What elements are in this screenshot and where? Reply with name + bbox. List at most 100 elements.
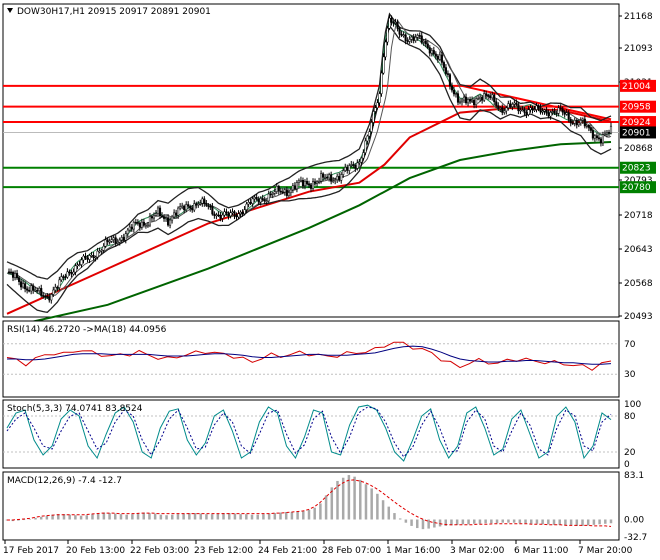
candle-body — [126, 229, 129, 234]
price-tick-label: 20493 — [624, 312, 653, 322]
candle-body — [408, 39, 411, 42]
collapse-triangle-icon[interactable] — [7, 8, 13, 13]
price-tick-label: 21168 — [624, 12, 653, 22]
candle-body — [209, 205, 212, 208]
candle-body — [571, 122, 574, 125]
bollinger-upper-band — [6, 12, 612, 280]
candle-body — [517, 104, 520, 112]
candle-body — [158, 207, 162, 217]
candle-body — [152, 215, 156, 219]
candle-body — [392, 22, 395, 24]
candle-body — [354, 165, 357, 169]
time-tick-label: 23 Feb 12:00 — [194, 546, 253, 556]
candle-body — [519, 109, 522, 112]
price-panel-frame — [2, 3, 620, 318]
current-price-label: 20901 — [622, 128, 651, 138]
candle-body — [138, 222, 141, 228]
candle-body — [334, 179, 337, 182]
candle-body — [531, 107, 534, 111]
price-level-badge — [620, 79, 656, 92]
candle-body — [422, 40, 425, 43]
candle-body — [581, 118, 584, 121]
price-panel: 2116821093210312086820793207182064320568… — [2, 3, 656, 329]
candle-body — [263, 199, 266, 202]
candle-body — [233, 211, 236, 216]
candle-body — [607, 132, 611, 134]
candle-body — [100, 249, 103, 252]
candle-body — [464, 96, 468, 104]
candle-body — [199, 203, 202, 205]
time-tick-label: 28 Feb 07:00 — [322, 546, 381, 556]
candle-body — [450, 85, 453, 91]
candle-body — [344, 167, 347, 171]
candle-body — [287, 192, 290, 196]
candle-body — [277, 186, 280, 192]
candle-body — [426, 43, 429, 48]
price-tick-label: 20643 — [624, 245, 653, 255]
candle-body — [386, 28, 389, 43]
candle-body — [559, 107, 562, 110]
rsi-label: RSI(14) 46.2720 ->MA(18) 44.0956 — [7, 325, 167, 335]
candle-body — [388, 17, 391, 29]
candle-body — [436, 56, 439, 60]
candle-body — [527, 109, 530, 115]
candle-body — [603, 133, 607, 136]
candle-body — [583, 118, 586, 127]
candle-body — [507, 103, 510, 108]
candle-body — [301, 180, 305, 186]
candle-body — [64, 276, 67, 278]
candle-body — [9, 271, 13, 274]
candle-body — [462, 96, 466, 101]
candle-body — [332, 180, 335, 182]
macd-signal-line — [7, 479, 612, 527]
stoch-tick-label: 80 — [624, 412, 636, 422]
rsi-tick-label: 30 — [624, 370, 636, 380]
candle-body — [28, 290, 31, 292]
candle-body — [154, 213, 158, 216]
candle-body — [434, 53, 437, 57]
candle-body — [595, 135, 598, 138]
rsi-panel-frame — [2, 320, 620, 398]
candle-body — [428, 47, 431, 54]
candle-body — [78, 264, 81, 266]
candle-body — [563, 111, 566, 115]
candle-body — [181, 205, 184, 208]
candle-body — [185, 204, 188, 211]
price-level-badge — [620, 116, 656, 129]
price-tick-label: 20793 — [624, 176, 653, 186]
candle-body — [144, 224, 147, 227]
candle-body — [18, 277, 21, 282]
candle-body — [11, 272, 15, 278]
stoch-tick-label: 20 — [624, 448, 636, 458]
candle-body — [585, 125, 588, 127]
candle-body — [44, 295, 47, 298]
candle-body — [299, 180, 302, 182]
candle-body — [118, 239, 121, 243]
candle-body — [62, 276, 65, 278]
price-level-label: 20780 — [622, 183, 651, 193]
candle-body — [201, 198, 204, 204]
candle-body — [134, 222, 137, 224]
candle-body — [440, 54, 443, 63]
candle-body — [557, 107, 560, 114]
candle-body — [50, 294, 53, 301]
time-axis: 17 Feb 2017 20 Feb 13:00 22 Feb 03:00 23 Fe… — [3, 540, 633, 556]
rsi-tick-label: 70 — [624, 340, 636, 350]
candle-body — [541, 110, 544, 113]
candle-body — [515, 102, 518, 105]
candle-body — [42, 295, 45, 297]
candle-body — [394, 22, 397, 24]
candle-body — [279, 190, 282, 193]
candle-body — [245, 203, 248, 210]
candle-body — [501, 107, 504, 113]
candle-body — [283, 189, 286, 193]
candle-body — [167, 217, 170, 226]
time-tick-label: 20 Feb 13:00 — [66, 546, 125, 556]
candle-body — [589, 127, 592, 131]
candle-body — [217, 214, 220, 217]
bollinger-lower-band — [6, 24, 612, 313]
candle-body — [225, 211, 228, 214]
candle-body — [320, 173, 323, 182]
candle-body — [328, 174, 331, 179]
candle-body — [255, 197, 258, 200]
